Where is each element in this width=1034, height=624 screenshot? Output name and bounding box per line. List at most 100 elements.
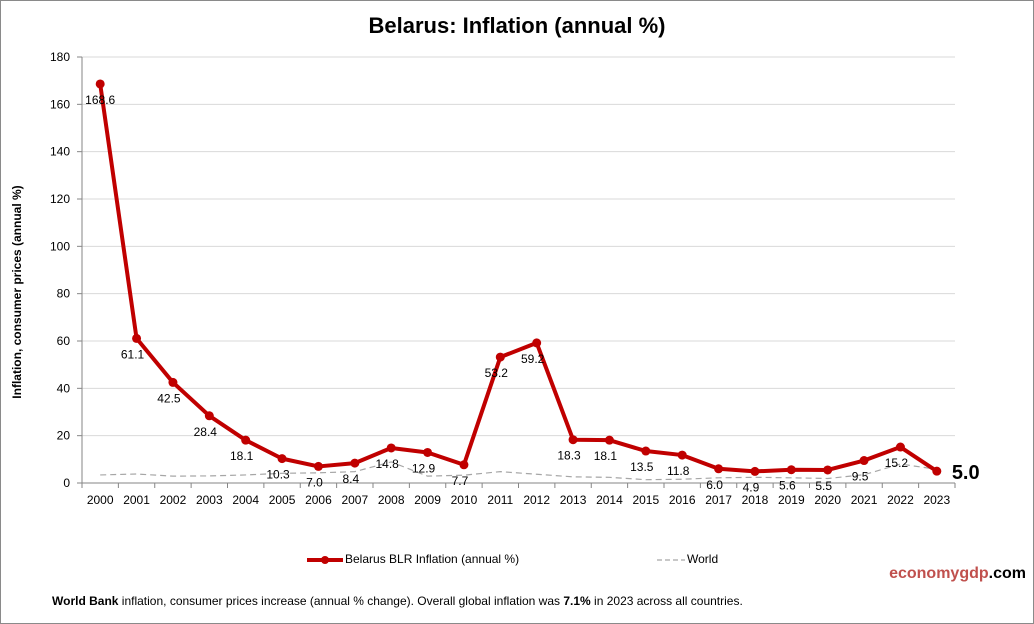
- footer-note: World Bank inflation, consumer prices in…: [52, 594, 743, 608]
- data-point-belarus: [786, 465, 796, 475]
- data-label-belarus: 7.7: [452, 474, 469, 488]
- x-tick-label: 2012: [523, 493, 550, 507]
- y-tick-label: 160: [50, 97, 70, 111]
- data-point-belarus: [168, 377, 178, 387]
- x-tick-label: 2022: [887, 493, 914, 507]
- y-tick-label: 60: [57, 334, 71, 348]
- data-label-belarus: 18.1: [230, 449, 254, 463]
- data-label-belarus: 7.0: [306, 475, 323, 489]
- x-tick-label: 2010: [451, 493, 478, 507]
- data-label-belarus: 28.4: [194, 425, 218, 439]
- x-tick-label: 2011: [487, 493, 513, 507]
- data-label-belarus: 42.5: [157, 391, 181, 405]
- data-label-belarus: 6.0: [706, 478, 723, 492]
- data-point-belarus: [677, 450, 687, 460]
- footer-global-value: 7.1%: [563, 594, 591, 608]
- data-point-belarus: [714, 464, 724, 474]
- y-tick-label: 40: [57, 381, 71, 395]
- x-tick-label: 2020: [814, 493, 841, 507]
- legend-line-world-icon: [657, 559, 685, 561]
- footer-text-2: in 2023 across all countries.: [590, 594, 743, 608]
- x-tick-label: 2017: [705, 493, 732, 507]
- data-point-belarus: [641, 446, 651, 456]
- x-tick-label: 2014: [596, 493, 623, 507]
- data-label-belarus: 15.2: [885, 456, 909, 470]
- footer-text-1: inflation, consumer prices increase (ann…: [118, 594, 564, 608]
- series-line-belarus: [98, 83, 938, 474]
- data-point-belarus: [313, 461, 323, 471]
- data-label-belarus: 8.4: [342, 472, 359, 486]
- data-point-belarus: [495, 352, 505, 362]
- data-point-belarus: [350, 458, 360, 468]
- data-label-belarus: 10.3: [266, 468, 290, 482]
- footer-source: World Bank: [52, 594, 119, 608]
- data-label-belarus: 5.0: [952, 462, 980, 484]
- x-tick-label: 2021: [851, 493, 878, 507]
- brand-part-2: gdp: [959, 565, 989, 582]
- data-label-belarus: 18.1: [594, 449, 618, 463]
- data-label-belarus: 5.5: [815, 479, 832, 493]
- x-tick-label: 2006: [305, 493, 332, 507]
- data-label-belarus: 13.5: [630, 460, 654, 474]
- data-label-belarus: 168.6: [85, 93, 115, 107]
- legend-item-belarus: Belarus BLR Inflation (annual %): [305, 552, 519, 567]
- data-label-belarus: 12.9: [412, 461, 436, 475]
- x-tick-label: 2001: [123, 493, 150, 507]
- data-label-belarus: 14.8: [376, 457, 400, 471]
- data-label-belarus: 18.3: [557, 449, 581, 463]
- x-tick-label: 2015: [632, 493, 659, 507]
- y-tick-label: 180: [50, 50, 70, 64]
- x-tick-label: 2019: [778, 493, 805, 507]
- y-tick-label: 20: [57, 429, 71, 443]
- x-tick-label: 2016: [669, 493, 696, 507]
- brand-part-1: economy: [889, 565, 960, 582]
- x-tick-label: 2007: [341, 493, 368, 507]
- x-tick-label: 2002: [160, 493, 187, 507]
- y-tick-label: 80: [57, 287, 71, 301]
- data-point-belarus: [823, 465, 833, 475]
- data-label-belarus: 11.8: [667, 464, 690, 478]
- x-tick-label: 2008: [378, 493, 405, 507]
- x-tick-label: 2013: [560, 493, 587, 507]
- data-label-belarus: 61.1: [121, 347, 145, 361]
- data-label-belarus: 59.2: [521, 352, 545, 366]
- data-point-belarus: [423, 447, 433, 457]
- x-tick-label: 2023: [923, 493, 950, 507]
- data-point-belarus: [604, 435, 614, 445]
- legend-label-world: World: [687, 552, 719, 566]
- x-tick-label: 2009: [414, 493, 441, 507]
- data-point-belarus: [932, 466, 942, 476]
- data-point-belarus: [95, 79, 105, 89]
- data-point-belarus: [132, 333, 142, 343]
- legend-item-world: World: [655, 552, 718, 567]
- data-label-belarus: 9.5: [852, 470, 869, 484]
- y-tick-label: 100: [50, 239, 70, 253]
- y-tick-label: 140: [50, 145, 70, 159]
- x-tick-label: 2000: [87, 493, 114, 507]
- x-tick-label: 2003: [196, 493, 223, 507]
- y-tick-label: 120: [50, 192, 70, 206]
- chart-title: Belarus: Inflation (annual %): [368, 13, 666, 38]
- data-point-belarus: [459, 460, 469, 470]
- brand-logo[interactable]: economygdp.com: [889, 565, 1026, 583]
- data-point-belarus: [532, 338, 542, 348]
- data-point-belarus: [750, 466, 760, 476]
- x-tick-label: 2004: [232, 493, 259, 507]
- data-point-belarus: [568, 435, 578, 445]
- data-point-belarus: [859, 456, 869, 466]
- data-label-belarus: 4.9: [743, 480, 760, 494]
- data-label-belarus: 53.2: [485, 366, 509, 380]
- data-point-belarus: [386, 443, 396, 453]
- data-label-belarus: 5.6: [779, 479, 796, 493]
- data-point-belarus: [895, 442, 905, 452]
- data-point-belarus: [277, 454, 287, 464]
- brand-part-3: .com: [988, 565, 1026, 582]
- x-tick-label: 2005: [269, 493, 296, 507]
- data-point-belarus: [241, 435, 251, 445]
- legend-line-belarus-icon: [307, 555, 343, 564]
- data-point-belarus: [204, 411, 214, 421]
- y-tick-label: 0: [63, 476, 70, 490]
- x-tick-label: 2018: [742, 493, 769, 507]
- legend-label-belarus: Belarus BLR Inflation (annual %): [345, 552, 520, 566]
